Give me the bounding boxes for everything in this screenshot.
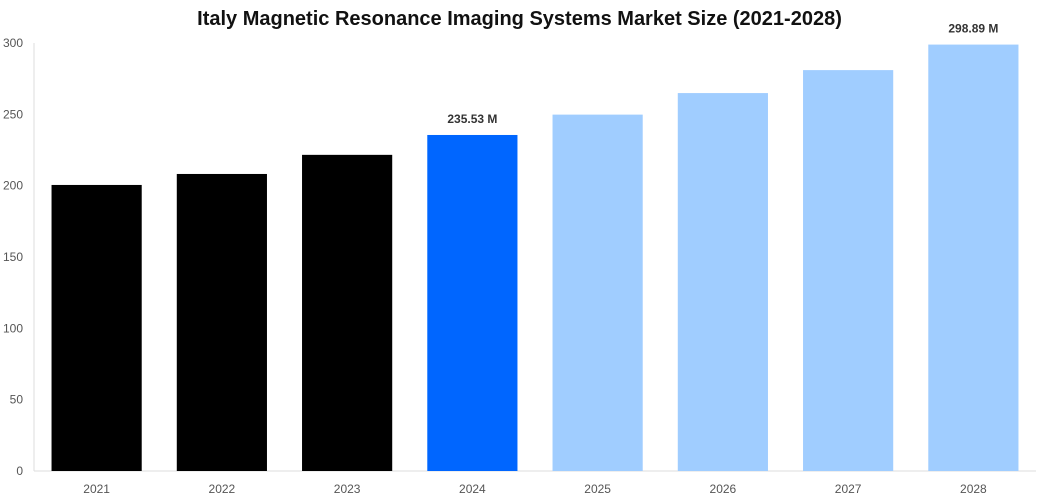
bar-2028 bbox=[928, 44, 1019, 472]
bar-2023 bbox=[302, 154, 393, 472]
bar-2022 bbox=[176, 173, 267, 471]
x-tick-label: 2024 bbox=[459, 482, 486, 496]
x-tick-label: 2025 bbox=[584, 482, 611, 496]
y-tick-label: 0 bbox=[16, 464, 23, 478]
y-tick-label: 50 bbox=[10, 393, 24, 407]
bar-2027 bbox=[803, 70, 894, 472]
x-axis-ticks: 2021 2022 2023 2024 2025 2026 2027 2028 bbox=[83, 482, 987, 496]
y-tick-label: 300 bbox=[3, 36, 23, 50]
data-label: 298.89 M bbox=[948, 22, 998, 36]
y-axis-ticks: 0 50 100 150 200 250 300 bbox=[3, 36, 23, 478]
bar-2025 bbox=[552, 114, 643, 472]
x-tick-label: 2022 bbox=[209, 482, 236, 496]
bar-2021 bbox=[51, 184, 142, 471]
x-tick-label: 2028 bbox=[960, 482, 987, 496]
bar-2026 bbox=[677, 93, 768, 472]
bar-2024 bbox=[427, 134, 518, 471]
chart-title: Italy Magnetic Resonance Imaging Systems… bbox=[197, 8, 842, 30]
x-tick-label: 2021 bbox=[83, 482, 110, 496]
x-tick-label: 2027 bbox=[835, 482, 862, 496]
y-tick-label: 250 bbox=[3, 107, 23, 121]
x-tick-label: 2023 bbox=[334, 482, 361, 496]
bars-group bbox=[51, 44, 1019, 472]
x-tick-label: 2026 bbox=[710, 482, 737, 496]
data-label: 235.53 M bbox=[447, 112, 497, 126]
data-labels-group: 235.53 M 298.89 M bbox=[447, 22, 998, 126]
y-tick-label: 200 bbox=[3, 179, 23, 193]
y-tick-label: 150 bbox=[3, 250, 23, 264]
y-tick-label: 100 bbox=[3, 321, 23, 335]
